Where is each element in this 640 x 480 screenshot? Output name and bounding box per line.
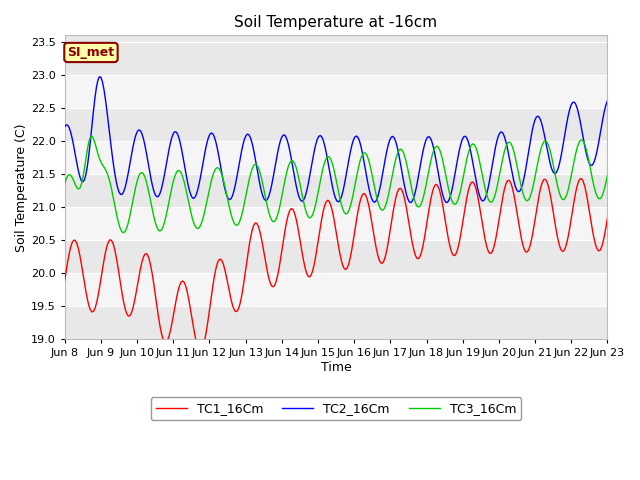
X-axis label: Time: Time (321, 361, 351, 374)
TC3_16Cm (301, 205, 309, 211)
Bar (65, 108, 607, 141)
TC3_16Cm (253, 162, 260, 168)
TC1_16Cm (575, 178, 582, 184)
Text: SI_met: SI_met (67, 46, 115, 59)
Bar (65, 75, 607, 108)
TC2_16Cm (407, 200, 415, 205)
TC1_16Cm (243, 264, 250, 270)
TC2_16Cm (252, 156, 259, 161)
Line: TC1_16Cm: TC1_16Cm (65, 179, 607, 350)
TC3_16Cm (604, 172, 611, 178)
TC1_16Cm (224, 282, 232, 288)
Y-axis label: Soil Temperature (C): Soil Temperature (C) (15, 123, 28, 252)
TC2_16Cm (604, 98, 611, 104)
TC2_16Cm (224, 195, 232, 201)
Legend: TC1_16Cm, TC2_16Cm, TC3_16Cm: TC1_16Cm, TC2_16Cm, TC3_16Cm (150, 397, 522, 420)
Bar (65, 207, 607, 240)
TC2_16Cm (577, 119, 584, 124)
Bar (65, 273, 607, 306)
TC1_16Cm (577, 176, 584, 181)
Bar (65, 42, 607, 75)
TC1_16Cm (61, 277, 68, 283)
Line: TC3_16Cm: TC3_16Cm (65, 136, 607, 233)
TC2_16Cm (61, 124, 68, 130)
TC3_16Cm (226, 205, 234, 211)
TC3_16Cm (61, 180, 68, 186)
TC1_16Cm (604, 215, 611, 221)
TC2_16Cm (300, 197, 307, 203)
TC2_16Cm (243, 132, 250, 138)
TC2_16Cm (95, 74, 103, 80)
Bar (65, 141, 607, 174)
Title: Soil Temperature at -16cm: Soil Temperature at -16cm (234, 15, 438, 30)
TC3_16Cm (577, 138, 584, 144)
Bar (65, 306, 607, 339)
TC1_16Cm (252, 220, 259, 226)
TC3_16Cm (131, 191, 138, 197)
TC2_16Cm (129, 145, 136, 151)
TC1_16Cm (127, 311, 135, 316)
Bar (65, 174, 607, 207)
TC3_16Cm (88, 133, 96, 139)
TC1_16Cm (300, 258, 307, 264)
Bar (65, 240, 607, 273)
TC3_16Cm (120, 230, 127, 236)
TC3_16Cm (244, 184, 252, 190)
TC1_16Cm (197, 348, 205, 353)
Line: TC2_16Cm: TC2_16Cm (65, 77, 607, 203)
